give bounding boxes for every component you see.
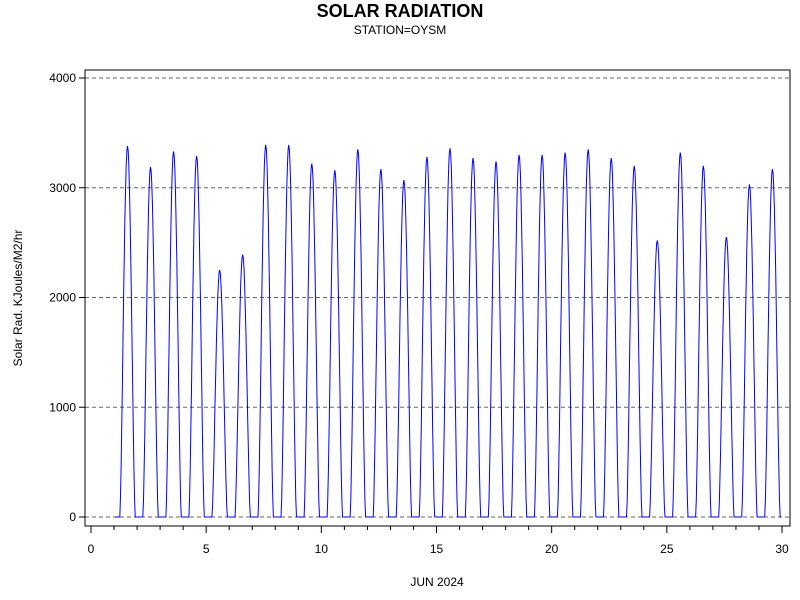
chart-title: SOLAR RADIATION — [316, 1, 484, 21]
x-axis-label: JUN 2024 — [410, 575, 464, 589]
y-tick-label: 1000 — [49, 400, 76, 414]
x-tick-label: 15 — [430, 542, 444, 556]
y-tick-label: 4000 — [49, 71, 76, 85]
series-layer — [115, 144, 781, 518]
x-tick-label: 5 — [203, 542, 210, 556]
y-axis-label: Solar Rad. KJoules/M2/hr — [11, 230, 25, 367]
x-tick-label: 25 — [660, 542, 674, 556]
chart-subtitle: STATION=OYSM — [353, 23, 447, 37]
x-tick-label: 10 — [315, 542, 329, 556]
y-tick-label: 2000 — [49, 291, 76, 305]
x-tick-label: 0 — [88, 542, 95, 556]
y-tick-label: 0 — [69, 510, 76, 524]
axis-layer: 0 1000 2000 3000 4000 0 5 10 15 20 25 30 — [49, 71, 789, 556]
x-tick-label: 30 — [775, 542, 789, 556]
y-tick-label: 3000 — [49, 181, 76, 195]
x-tick-label: 20 — [545, 542, 559, 556]
series-line — [115, 144, 781, 518]
